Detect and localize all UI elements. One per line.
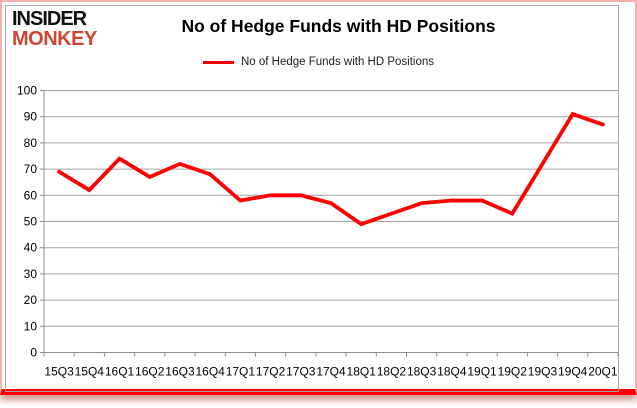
legend-line-icon (202, 60, 234, 64)
legend: No of Hedge Funds with HD Positions (2, 56, 635, 68)
x-tick-label: 19Q2 (498, 365, 528, 379)
logo-line-insider: INSIDER (12, 8, 87, 30)
y-tick-label: 90 (24, 110, 38, 124)
x-tick-label: 18Q3 (407, 365, 437, 379)
y-tick-label: 100 (17, 84, 37, 98)
x-tick-label: 18Q4 (437, 365, 467, 379)
y-tick-label: 0 (30, 346, 37, 360)
x-tick-label: 15Q4 (75, 365, 105, 379)
x-tick-label: 18Q1 (347, 365, 377, 379)
y-tick-label: 20 (24, 293, 38, 307)
chart-card: INSIDER MONKEY No of Hedge Funds with HD… (0, 0, 637, 395)
x-tick-label: 20Q1 (588, 365, 618, 379)
y-tick-label: 80 (24, 136, 38, 150)
chart-title: No of Hedge Funds with HD Positions (181, 16, 496, 36)
y-tick-label: 30 (24, 267, 38, 281)
x-tick-label: 18Q2 (377, 365, 407, 379)
y-tick-label: 10 (24, 319, 38, 333)
legend-label: No of Hedge Funds with HD Positions (240, 56, 435, 68)
x-tick-label: 16Q4 (195, 365, 225, 379)
series-line (57, 111, 605, 227)
y-tick-label: 50 (24, 215, 38, 229)
x-tick-label: 19Q4 (558, 365, 588, 379)
x-tick-label: 17Q1 (226, 365, 256, 379)
x-tick-label: 16Q2 (135, 365, 165, 379)
x-tick-label: 17Q4 (316, 365, 346, 379)
x-tick-label: 19Q1 (467, 365, 497, 379)
y-tick-label: 70 (24, 162, 38, 176)
y-tick-label: 60 (24, 188, 38, 202)
logo-line-monkey: MONKEY (12, 28, 97, 50)
x-tick-label: 16Q1 (105, 365, 135, 379)
x-tick-label: 15Q3 (44, 365, 74, 379)
x-tick-label: 19Q3 (528, 365, 558, 379)
x-tick-label: 16Q3 (165, 365, 195, 379)
insider-monkey-logo: INSIDER MONKEY (12, 9, 97, 49)
x-tick-label: 17Q3 (286, 365, 316, 379)
y-tick-label: 40 (24, 241, 38, 255)
x-tick-label: 17Q2 (256, 365, 286, 379)
